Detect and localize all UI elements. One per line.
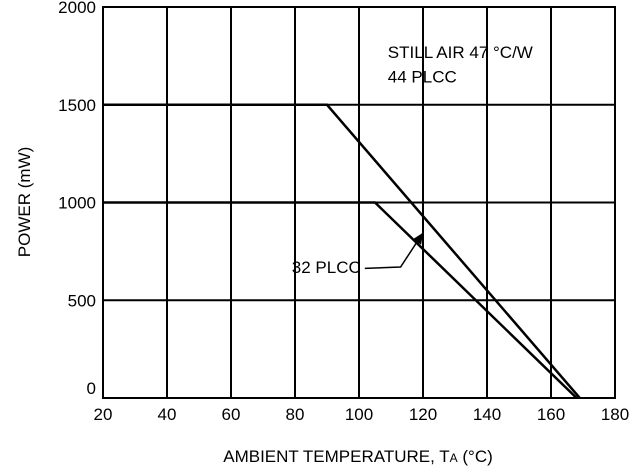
x-tick-label-40: 40 xyxy=(158,405,177,424)
x-tick-label-100: 100 xyxy=(345,405,373,424)
y-axis-title: POWER (mW) xyxy=(15,147,34,257)
annotation-arrowhead xyxy=(412,232,423,245)
annotation-44-plcc: 44 PLCC xyxy=(388,67,457,86)
annotation-still-air-47-c-w: STILL AIR 47 °C/W xyxy=(388,43,533,62)
x-tick-label-20: 20 xyxy=(94,405,113,424)
x-tick-label-160: 160 xyxy=(537,405,565,424)
x-axis-title-subscript: A xyxy=(450,451,458,465)
x-axis-tick-labels: 20 40 60 80 100 120 140 160 180 xyxy=(94,405,630,424)
x-tick-label-140: 140 xyxy=(473,405,501,424)
y-axis-tick-labels: 0 500 1000 1500 2000 xyxy=(58,0,96,398)
chart-series xyxy=(103,103,581,399)
series-line-32-plcc xyxy=(103,201,578,399)
y-tick-label-1500: 1500 xyxy=(58,96,96,115)
x-tick-label-180: 180 xyxy=(601,405,629,424)
x-axis-title: AMBIENT TEMPERATURE, TA (°C) xyxy=(223,447,493,466)
annotation-32-plcc: 32 PLCC xyxy=(292,258,361,277)
series-line-44-plcc xyxy=(103,103,581,399)
y-tick-label-0: 0 xyxy=(87,379,96,398)
x-axis-title-main: AMBIENT TEMPERATURE, T xyxy=(223,447,449,466)
y-tick-label-2000: 2000 xyxy=(58,0,96,17)
y-tick-label-500: 500 xyxy=(68,291,96,310)
x-tick-label-80: 80 xyxy=(286,405,305,424)
y-tick-label-1000: 1000 xyxy=(58,194,96,213)
x-tick-label-60: 60 xyxy=(222,405,241,424)
x-tick-label-120: 120 xyxy=(409,405,437,424)
x-axis-title-unit: (°C) xyxy=(458,447,493,466)
annotation-leader-line xyxy=(364,232,424,270)
chart-annotations: STILL AIR 47 °C/W 44 PLCC 32 PLCC xyxy=(292,43,533,277)
plot-area-frame xyxy=(102,6,616,399)
